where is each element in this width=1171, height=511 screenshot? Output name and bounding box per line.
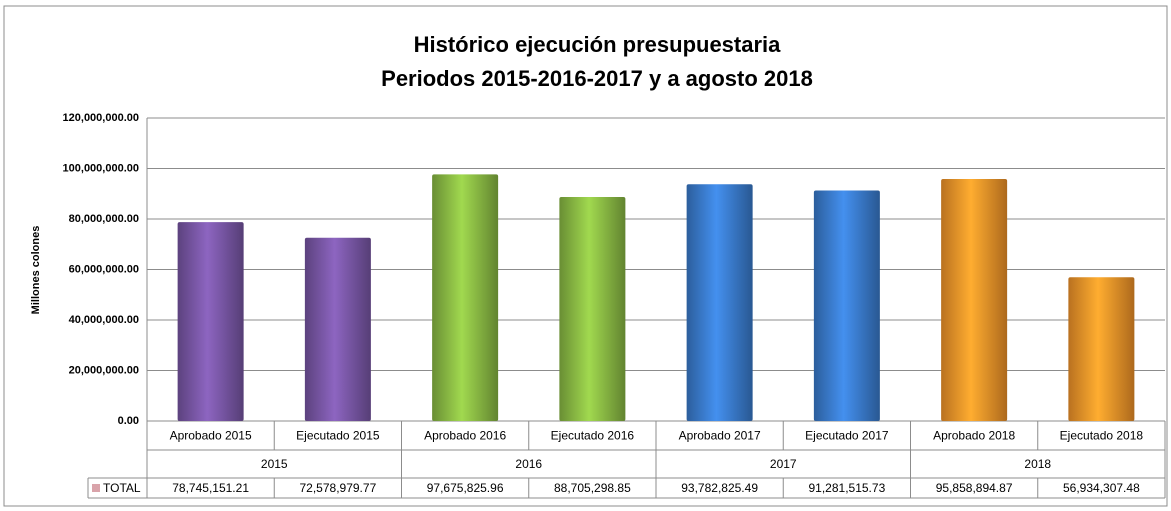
bar (559, 197, 626, 421)
x-tick-label: Aprobado 2016 (424, 429, 506, 443)
value-label: 91,281,515.73 (809, 481, 886, 495)
value-label: 88,705,298.85 (554, 481, 631, 495)
value-label: 72,578,979.77 (300, 481, 377, 495)
group-label: 2016 (515, 457, 542, 471)
x-tick-label: Ejecutado 2018 (1060, 429, 1144, 443)
x-tick-label: Aprobado 2017 (679, 429, 761, 443)
y-tick-label: 100,000,000.00 (63, 162, 139, 174)
bar (1068, 277, 1135, 421)
y-tick-label: 20,000,000.00 (69, 364, 139, 376)
bar (813, 190, 880, 421)
y-tick-label: 120,000,000.00 (63, 112, 139, 124)
y-tick-label: 40,000,000.00 (69, 314, 139, 326)
y-axis-label: Millones colones (30, 226, 42, 315)
y-tick-label: 80,000,000.00 (69, 213, 139, 225)
value-label: 97,675,825.96 (427, 481, 504, 495)
legend-key (92, 484, 100, 492)
chart-title: Histórico ejecución presupuestaria (414, 32, 782, 57)
value-label: 56,934,307.48 (1063, 481, 1140, 495)
chart-subtitle: Periodos 2015-2016-2017 y a agosto 2018 (381, 66, 813, 91)
y-tick-label: 0.00 (118, 415, 139, 427)
value-label: 93,782,825.49 (681, 481, 758, 495)
bar (432, 174, 499, 421)
x-tick-label: Aprobado 2015 (170, 429, 252, 443)
y-tick-label: 60,000,000.00 (69, 263, 139, 275)
group-label: 2017 (770, 457, 797, 471)
x-tick-label: Ejecutado 2015 (296, 429, 380, 443)
bar (686, 184, 753, 421)
group-label: 2018 (1024, 457, 1051, 471)
group-label: 2015 (261, 457, 288, 471)
bar (304, 237, 371, 421)
bar (941, 178, 1008, 421)
value-label: 78,745,151.21 (172, 481, 249, 495)
bar (177, 222, 244, 421)
x-tick-label: Ejecutado 2016 (551, 429, 635, 443)
value-label: 95,858,894.87 (936, 481, 1013, 495)
legend-label: TOTAL (103, 481, 141, 495)
x-tick-label: Aprobado 2018 (933, 429, 1015, 443)
x-tick-label: Ejecutado 2017 (805, 429, 889, 443)
